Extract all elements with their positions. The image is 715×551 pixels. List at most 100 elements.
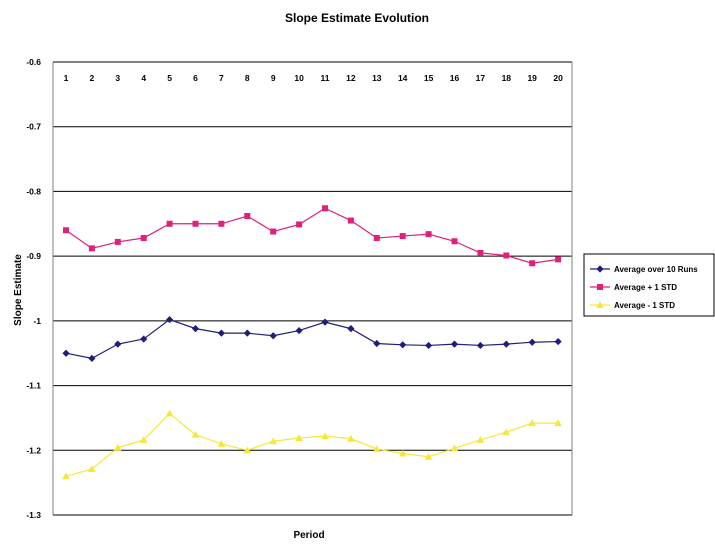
x-tick-label: 11 <box>321 73 330 83</box>
legend-label: Average + 1 STD <box>614 283 677 292</box>
y-tick-label: -1.2 <box>26 445 41 455</box>
data-point <box>554 419 562 427</box>
data-point <box>63 227 69 234</box>
data-point <box>243 446 252 454</box>
data-point <box>269 437 277 445</box>
data-point <box>322 205 328 212</box>
data-point <box>502 340 510 348</box>
data-point <box>477 249 484 256</box>
y-tick-label: -0.7 <box>26 122 41 132</box>
data-point <box>347 217 354 224</box>
x-tick-label: 3 <box>115 73 120 83</box>
data-point <box>296 221 303 228</box>
x-tick-label: 17 <box>476 73 486 83</box>
y-tick-label: -1 <box>33 316 41 326</box>
data-point <box>476 341 484 350</box>
data-point <box>88 354 96 362</box>
data-point <box>528 338 536 346</box>
chart-title: Slope Estimate Evolution <box>285 11 429 25</box>
data-point <box>347 434 355 442</box>
legend-label: Average over 10 Runs <box>614 265 698 274</box>
data-point <box>503 252 510 259</box>
x-tick-label: 6 <box>193 73 198 83</box>
data-point <box>450 340 459 348</box>
x-tick-label: 13 <box>372 73 382 83</box>
data-point <box>528 419 536 427</box>
data-point <box>217 440 226 447</box>
series-line-1 <box>65 318 559 360</box>
x-tick-label: 4 <box>141 73 146 83</box>
data-point <box>218 220 225 227</box>
data-point <box>398 449 407 457</box>
data-point <box>399 233 406 240</box>
x-tick-label: 10 <box>294 73 304 83</box>
x-tick-label: 7 <box>219 73 224 83</box>
legend-box <box>583 253 715 317</box>
data-point <box>166 220 173 227</box>
data-point <box>373 445 381 452</box>
data-point <box>140 235 147 242</box>
data-point <box>217 329 225 337</box>
y-tick-label: -0.9 <box>26 251 41 261</box>
data-point <box>399 341 407 349</box>
data-point <box>425 231 432 238</box>
y-tick-label: -1.3 <box>26 510 41 520</box>
plot-area: -0.6-0.7-0.8-0.9-1-1.1-1.2-1.31 2 3 4 5 6 7 8 9 1… <box>26 57 573 520</box>
data-point <box>243 329 251 337</box>
data-point <box>139 436 148 443</box>
data-point <box>529 260 536 267</box>
data-point <box>166 315 174 324</box>
data-point <box>451 238 458 245</box>
data-point <box>555 256 562 263</box>
legend: Average over 10 Runs Average + 1 STD Avera… <box>583 253 715 317</box>
data-point <box>192 220 199 227</box>
y-tick-label: -0.8 <box>26 186 41 196</box>
x-tick-label: 2 <box>90 73 95 83</box>
series-line-2 <box>65 207 559 264</box>
data-point <box>424 452 433 460</box>
data-point <box>88 465 96 473</box>
data-point <box>62 472 70 480</box>
y-tick-label: -0.6 <box>26 57 41 67</box>
data-point <box>295 326 303 335</box>
x-tick-label: 1 <box>64 73 69 83</box>
data-point <box>191 430 200 438</box>
legend-label: Average - 1 STD <box>614 301 675 310</box>
data-point <box>502 428 511 436</box>
data-point <box>244 213 251 220</box>
data-point <box>373 339 381 348</box>
data-point <box>269 332 277 340</box>
y-axis-title: Slope Estimate <box>13 254 24 326</box>
data-point <box>373 235 380 242</box>
data-point <box>476 436 485 443</box>
data-point <box>88 245 95 252</box>
data-point <box>270 228 277 235</box>
legend-marker <box>597 284 603 290</box>
data-point <box>295 434 303 441</box>
x-tick-label: 16 <box>450 73 460 83</box>
x-axis-title: Period <box>293 530 324 541</box>
data-point <box>165 409 174 417</box>
data-point <box>114 443 122 451</box>
data-point <box>114 340 122 348</box>
data-point <box>191 325 200 333</box>
series-line-3 <box>65 412 559 477</box>
legend-marker <box>596 265 604 273</box>
data-point <box>114 238 121 245</box>
x-tick-label: 19 <box>527 73 537 83</box>
data-point <box>450 444 459 452</box>
x-tick-label: 20 <box>553 73 563 83</box>
x-tick-label: 18 <box>502 73 512 83</box>
x-tick-label: 5 <box>167 73 172 83</box>
x-tick-label: 14 <box>398 73 408 83</box>
data-point <box>321 318 329 326</box>
legend-marker <box>596 301 604 308</box>
y-tick-label: -1.1 <box>26 381 41 391</box>
x-tick-label: 15 <box>424 73 434 83</box>
data-point <box>62 349 70 357</box>
x-tick-label: 12 <box>346 73 356 83</box>
data-point <box>321 432 329 440</box>
x-tick-label: 9 <box>271 73 276 83</box>
